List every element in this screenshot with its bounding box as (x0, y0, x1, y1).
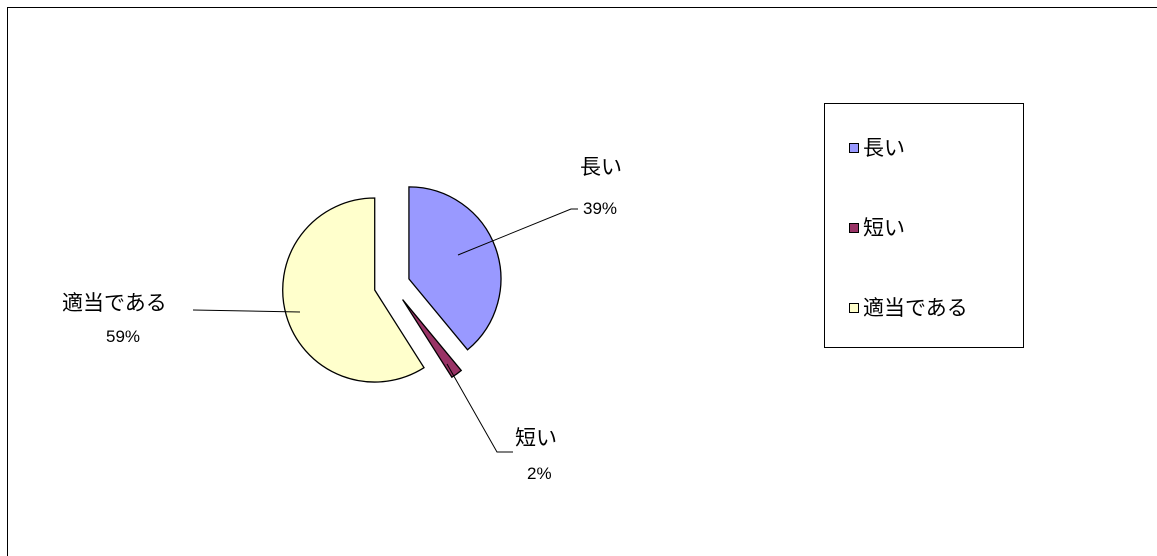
legend-swatch-tekitou (849, 303, 859, 313)
data-label-name-tekitou: 適当である (62, 291, 167, 315)
legend-item-nagai: 長い (849, 133, 905, 163)
legend-label-nagai: 長い (863, 135, 905, 160)
data-label-pct-nagai: 39% (583, 199, 618, 218)
legend-swatch-mijikai (849, 223, 859, 233)
legend-swatch-nagai (849, 143, 859, 153)
data-label-name-mijikai: 短い (515, 426, 557, 450)
legend-label-tekitou: 適当である (863, 295, 968, 320)
chart-legend: 長い 短い 適当である (824, 103, 1024, 348)
data-label-pct-tekitou: 59% (106, 327, 141, 346)
chart-area (7, 7, 1157, 556)
data-label-pct-mijikai: 2% (527, 464, 552, 483)
pie-slice-tekitou (282, 197, 425, 383)
leader-line-mijikai (446, 363, 513, 453)
pie-slice-mijikai (402, 299, 463, 379)
legend-item-mijikai: 短い (849, 213, 905, 243)
legend-label-mijikai: 短い (863, 215, 905, 240)
data-label-name-nagai: 長い (580, 155, 622, 179)
leader-line-tekitou (192, 309, 301, 313)
legend-item-tekitou: 適当である (849, 293, 968, 323)
pie-slice-nagai (408, 186, 502, 351)
leader-line-nagai (457, 208, 578, 256)
